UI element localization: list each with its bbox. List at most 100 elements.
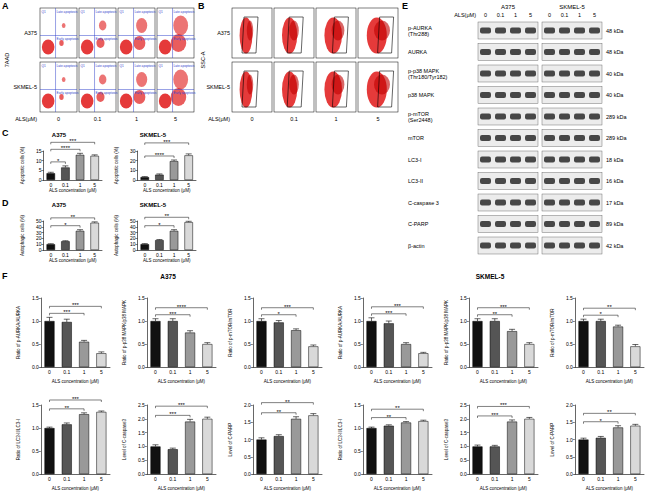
svg-text:**: ** <box>70 214 75 220</box>
svg-text:0: 0 <box>370 369 373 375</box>
svg-text:**: ** <box>386 414 391 420</box>
svg-text:0.0: 0.0 <box>138 364 145 370</box>
svg-text:1.0: 1.0 <box>566 318 573 324</box>
svg-text:Level of C-PARP: Level of C-PARP <box>550 423 555 457</box>
svg-text:0: 0 <box>48 476 51 482</box>
svg-text:*: * <box>278 311 281 317</box>
svg-text:p38 MAPK: p38 MAPK <box>408 92 435 98</box>
svg-text:C: C <box>2 128 9 138</box>
svg-text:C-caspase 3: C-caspase 3 <box>408 200 439 206</box>
svg-text:1: 1 <box>514 12 517 18</box>
svg-text:2.5: 2.5 <box>460 402 467 408</box>
svg-text:5: 5 <box>187 252 190 258</box>
svg-text:0: 0 <box>250 116 253 122</box>
svg-text:***: *** <box>500 304 508 310</box>
svg-text:1.5: 1.5 <box>354 295 361 301</box>
svg-text:1.5: 1.5 <box>244 419 251 425</box>
svg-text:Ratio of p-AURKA/AURKA: Ratio of p-AURKA/AURKA <box>16 306 21 359</box>
svg-text:0: 0 <box>260 369 263 375</box>
svg-text:SKMEL-5: SKMEL-5 <box>140 132 167 138</box>
svg-text:16 kDa: 16 kDa <box>606 178 624 184</box>
svg-text:Ratio of p-p38 MAPK/p38 MAPK: Ratio of p-p38 MAPK/p38 MAPK <box>122 300 127 365</box>
svg-text:5: 5 <box>528 369 531 375</box>
svg-text:50: 50 <box>130 218 136 224</box>
svg-text:0: 0 <box>476 369 479 375</box>
svg-text:289 kDa: 289 kDa <box>606 114 627 120</box>
svg-text:1.5: 1.5 <box>460 295 467 301</box>
svg-text:A375: A375 <box>24 30 37 36</box>
svg-text:A375: A375 <box>501 4 516 10</box>
svg-text:0: 0 <box>39 247 42 253</box>
svg-text:1.0: 1.0 <box>138 443 145 449</box>
svg-text:Level of C-caspase3: Level of C-caspase3 <box>122 419 127 461</box>
svg-text:C-PARP: C-PARP <box>408 221 429 227</box>
svg-text:0.1: 0.1 <box>63 369 70 375</box>
svg-text:1.5: 1.5 <box>32 295 39 301</box>
svg-text:Q1: Q1 <box>81 64 85 68</box>
svg-text:Autophagic cells (%): Autophagic cells (%) <box>114 214 119 256</box>
svg-text:1: 1 <box>295 369 298 375</box>
svg-text:15: 15 <box>36 148 42 154</box>
svg-text:Ratio of LC3-II/LC3-I: Ratio of LC3-II/LC3-I <box>16 419 21 460</box>
svg-text:89 kDa: 89 kDa <box>606 221 624 227</box>
svg-text:1.0: 1.0 <box>244 318 251 324</box>
svg-text:1.0: 1.0 <box>354 425 361 431</box>
svg-text:ALS concentration (μM): ALS concentration (μM) <box>586 486 634 491</box>
svg-text:0: 0 <box>143 252 146 258</box>
svg-text:1: 1 <box>617 476 620 482</box>
svg-text:5: 5 <box>634 476 637 482</box>
svg-text:1.0: 1.0 <box>460 443 467 449</box>
svg-text:0.0: 0.0 <box>138 471 145 477</box>
svg-text:ALS concentration (μM): ALS concentration (μM) <box>52 486 100 491</box>
svg-text:0: 0 <box>49 252 52 258</box>
svg-text:0.5: 0.5 <box>32 448 39 454</box>
svg-text:***: *** <box>500 402 508 408</box>
svg-text:Late apoptosis: Late apoptosis <box>96 64 117 68</box>
svg-text:50: 50 <box>36 218 42 224</box>
svg-text:****: **** <box>177 304 187 310</box>
svg-text:Early apoptosis: Early apoptosis <box>135 91 157 95</box>
svg-text:***: *** <box>385 310 393 316</box>
svg-text:0: 0 <box>370 476 373 482</box>
svg-text:Early apoptosis: Early apoptosis <box>57 37 79 41</box>
svg-text:ALS concentration (μM): ALS concentration (μM) <box>158 379 206 384</box>
svg-text:18 kDa: 18 kDa <box>606 157 624 163</box>
svg-text:**: ** <box>607 409 612 415</box>
svg-text:ALS concentration (μM): ALS concentration (μM) <box>586 379 634 384</box>
svg-text:0.5: 0.5 <box>460 457 467 463</box>
svg-text:0: 0 <box>133 177 136 183</box>
svg-text:Q1: Q1 <box>120 64 124 68</box>
svg-text:1: 1 <box>83 369 86 375</box>
svg-text:AURKA: AURKA <box>408 49 427 55</box>
svg-text:ALS concentration (μM): ALS concentration (μM) <box>52 379 100 384</box>
svg-text:D: D <box>2 198 9 208</box>
svg-text:1.0: 1.0 <box>244 437 251 443</box>
svg-text:1: 1 <box>295 476 298 482</box>
svg-text:Late apoptosis: Late apoptosis <box>57 10 78 14</box>
svg-text:1.0: 1.0 <box>32 318 39 324</box>
svg-text:5: 5 <box>93 182 96 188</box>
svg-text:(Thr180/Tyr182): (Thr180/Tyr182) <box>408 74 448 80</box>
svg-text:5: 5 <box>100 369 103 375</box>
svg-text:0.1: 0.1 <box>497 12 505 18</box>
svg-text:B: B <box>198 1 205 11</box>
svg-text:*: * <box>64 222 67 228</box>
svg-text:1: 1 <box>511 476 514 482</box>
svg-text:Early apoptosis: Early apoptosis <box>135 37 157 41</box>
svg-text:mTOR: mTOR <box>408 135 424 141</box>
svg-text:0.5: 0.5 <box>354 341 361 347</box>
svg-text:SKMEL-5: SKMEL-5 <box>206 84 230 90</box>
svg-text:1.0: 1.0 <box>566 437 573 443</box>
svg-text:p-mTOR: p-mTOR <box>408 111 429 117</box>
svg-text:2.0: 2.0 <box>460 416 467 422</box>
svg-text:ALS(μM): ALS(μM) <box>454 12 476 18</box>
svg-text:Level of C-caspase3: Level of C-caspase3 <box>444 419 449 461</box>
svg-text:ALS concentration (μM): ALS concentration (μM) <box>480 486 528 491</box>
svg-text:20: 20 <box>130 235 136 241</box>
svg-text:***: *** <box>394 303 402 309</box>
svg-text:1: 1 <box>79 252 82 258</box>
svg-text:40: 40 <box>36 224 42 230</box>
svg-text:SKMEL-5: SKMEL-5 <box>13 84 37 90</box>
svg-text:0.1: 0.1 <box>63 476 70 482</box>
svg-text:1: 1 <box>578 12 581 18</box>
